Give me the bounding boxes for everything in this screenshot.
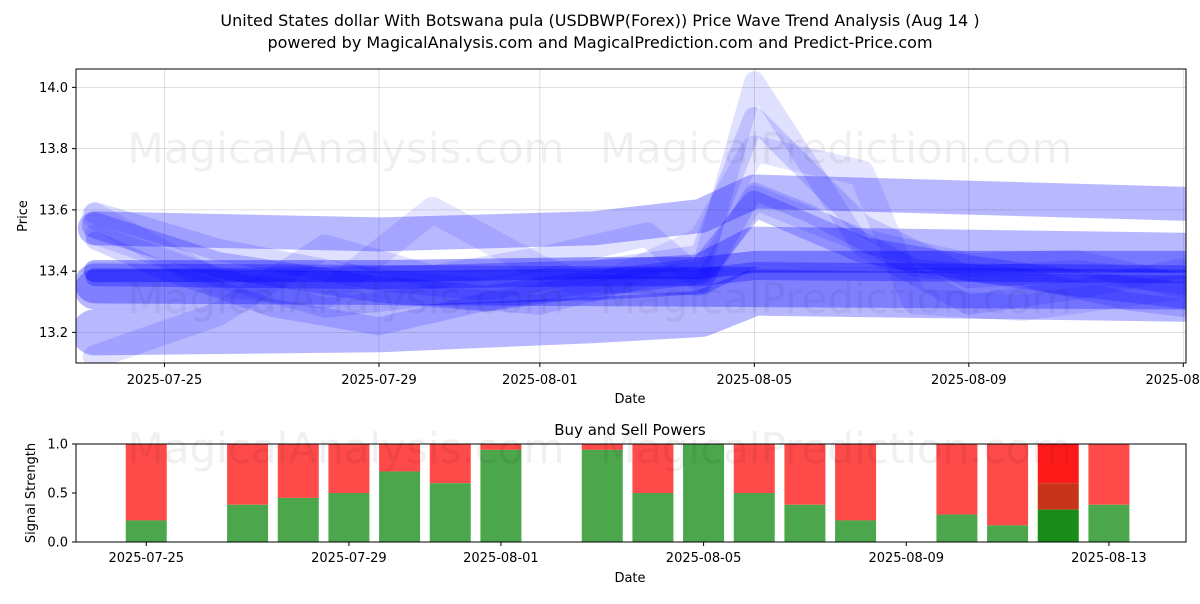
buy-bar-16	[1088, 504, 1130, 542]
price-xtick-label-1: 2025-07-29	[341, 373, 417, 388]
price-ytick-label-1: 13.4	[39, 265, 68, 280]
price-wave-3	[76, 269, 1186, 356]
powers-ylabel: Signal Strength	[24, 443, 39, 543]
price-wave-9	[81, 135, 1186, 321]
sell-bar-2	[277, 444, 319, 498]
powers-ytick-label-1: 0.5	[47, 487, 68, 502]
price-waves	[76, 71, 1186, 363]
price-wave-5	[85, 262, 1186, 290]
price-xtick-label-3: 2025-08-05	[717, 373, 793, 388]
chart-title-line1: United States dollar With Botswana pula …	[220, 11, 979, 30]
sell-bar-5	[429, 444, 471, 484]
price-xtick-label-0: 2025-07-25	[127, 373, 203, 388]
buy-bar-1	[227, 504, 269, 542]
watermark-top-right: MagicalPrediction.com	[600, 124, 1073, 173]
powers-ytick-label-0: 0.0	[47, 536, 68, 551]
price-wave-12	[76, 263, 1186, 310]
sell-bar-0	[125, 444, 167, 521]
buy-bar-5	[429, 483, 471, 542]
buy-bar-13	[936, 514, 978, 542]
price-wave-4	[83, 250, 1186, 283]
powers-xtick-label-1: 2025-07-29	[311, 551, 387, 566]
sell-bar-14	[987, 444, 1029, 526]
sell-bar-11	[784, 444, 826, 505]
price-wave-11	[82, 185, 1186, 363]
price-ytick-label-2: 13.6	[39, 203, 68, 218]
price-wave-7	[83, 107, 1186, 301]
powers-xtick-label-0: 2025-07-25	[108, 551, 184, 566]
price-axes-frame	[75, 68, 1187, 364]
buy-bar-11	[784, 504, 826, 542]
chart-title-line2: powered by MagicalAnalysis.com and Magic…	[267, 33, 932, 52]
price-xtick-label-4: 2025-08-09	[931, 373, 1007, 388]
buy-bar-10	[733, 493, 775, 542]
price-xtick-label-5: 2025-08-13	[1146, 373, 1200, 388]
price-wave-group	[76, 71, 1186, 363]
powers-title: Buy and Sell Powers	[554, 421, 706, 439]
sell-bar-16	[1088, 444, 1130, 505]
watermark-top-left: MagicalAnalysis.com	[128, 124, 565, 173]
powers-ytick-label-2: 1.0	[47, 438, 68, 453]
price-wave-8	[84, 71, 1186, 318]
watermark-bottom-right: MagicalPrediction.com	[600, 424, 1073, 473]
price-xlabel: Date	[614, 392, 645, 407]
sell-bar-1	[227, 444, 269, 505]
powers-xlabel: Date	[614, 571, 645, 586]
price-grid	[76, 69, 1186, 363]
price-ylabel: Price	[16, 200, 31, 232]
powers-ticks: 2025-07-25 2025-07-29 2025-08-01 2025-08-05…	[47, 438, 1146, 567]
watermark-mid-left: MagicalAnalysis.com	[128, 274, 565, 323]
buy-bar-7	[581, 449, 623, 542]
powers-xtick-label-3: 2025-08-05	[666, 551, 742, 566]
buy-bar-8	[632, 493, 674, 542]
sell-bar-8	[632, 444, 674, 493]
watermark-bottom-left: MagicalAnalysis.com	[128, 424, 565, 473]
sell-bar-10	[733, 444, 775, 493]
sell-bar-6	[480, 444, 522, 450]
buy-bar-6	[480, 449, 522, 542]
buy-bar-9	[683, 444, 725, 542]
buy-bar-3	[328, 493, 370, 542]
watermark-mid-right: MagicalPrediction.com	[600, 274, 1073, 323]
price-xtick-label-2: 2025-08-01	[502, 373, 578, 388]
sell-bar-4	[379, 444, 421, 472]
buy-bar-4	[379, 471, 421, 542]
buy-bar-2	[277, 497, 319, 542]
price-wave-6	[81, 190, 1186, 312]
price-wave-2	[76, 226, 1186, 310]
sell-bar-13	[936, 444, 978, 515]
sell-bar-3	[328, 444, 370, 493]
buy-bar-0	[125, 520, 167, 542]
sell-bar-12	[835, 444, 877, 521]
sell-bar-mid-15	[1037, 483, 1079, 510]
price-ytick-label-0: 13.2	[39, 326, 68, 341]
powers-xtick-label-5: 2025-08-13	[1071, 551, 1147, 566]
price-ytick-label-3: 13.8	[39, 142, 68, 157]
powers-bars	[125, 444, 1130, 542]
price-ytick-label-4: 14.0	[39, 81, 68, 96]
powers-xtick-label-2: 2025-08-01	[463, 551, 539, 566]
sell-bar-15	[1037, 444, 1079, 484]
price-wave-1	[77, 174, 1186, 252]
powers-xtick-label-4: 2025-08-09	[868, 551, 944, 566]
price-ticks: 2025-07-25 2025-07-29 2025-08-01 2025-08-05…	[39, 81, 1200, 388]
buy-bar-14	[987, 525, 1029, 542]
buy-bar-15	[1037, 509, 1079, 542]
sell-bar-7	[581, 444, 623, 450]
price-wave-10	[85, 182, 1186, 336]
buy-bar-12	[835, 520, 877, 542]
